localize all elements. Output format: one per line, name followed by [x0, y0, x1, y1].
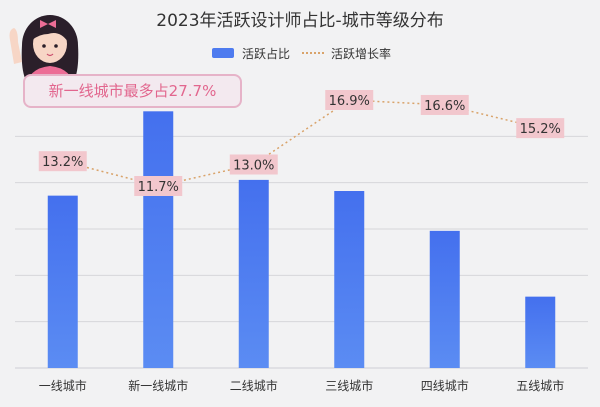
callout-badge: 新一线城市最多占27.7% [23, 74, 242, 108]
chart-title: 2023年活跃设计师占比-城市等级分布 [156, 11, 444, 31]
growth-label-bg [516, 118, 565, 139]
bar-四线城市 [429, 230, 460, 368]
growth-label-bg [229, 154, 278, 175]
x-tick-label: 四线城市 [421, 378, 469, 393]
x-tick-label: 新一线城市 [128, 378, 188, 393]
growth-label-bg [325, 90, 374, 110]
bar-新一线城市 [143, 111, 174, 369]
x-tick-label: 二线城市 [230, 378, 278, 393]
growth-label-bg [134, 176, 183, 196]
growth-label: 16.6% [424, 99, 465, 114]
x-tick-label: 一线城市 [39, 378, 87, 393]
line-series: 13.2% 11.7% 13.0% 16.9% 16.6% 15.2% [38, 90, 565, 196]
x-tick-label: 三线城市 [325, 378, 373, 393]
grid [15, 135, 588, 369]
bar-series [47, 111, 556, 369]
legend-line-swatch [302, 52, 324, 54]
x-tick-labels: 一线城市 新一线城市 二线城市 三线城市 四线城市 五线城市 [39, 378, 565, 393]
growth-label: 15.2% [520, 122, 561, 137]
bar-五线城市 [525, 296, 556, 368]
growth-label: 13.2% [42, 155, 83, 170]
bar-一线城市 [47, 195, 78, 368]
legend: 活跃占比 活跃增长率 [0, 44, 600, 62]
growth-label: 13.0% [233, 159, 274, 174]
growth-label: 16.9% [329, 94, 370, 109]
bar-二线城市 [238, 179, 269, 368]
x-tick-label: 五线城市 [516, 378, 564, 393]
legend-bar-swatch [212, 48, 234, 58]
legend-bar-label: 活跃占比 [242, 47, 291, 61]
legend-line-label: 活跃增长率 [331, 47, 392, 61]
growth-label-bg [38, 151, 87, 172]
bar-三线城市 [334, 191, 365, 368]
growth-label-bg [420, 94, 469, 115]
growth-label: 11.7% [138, 180, 179, 195]
